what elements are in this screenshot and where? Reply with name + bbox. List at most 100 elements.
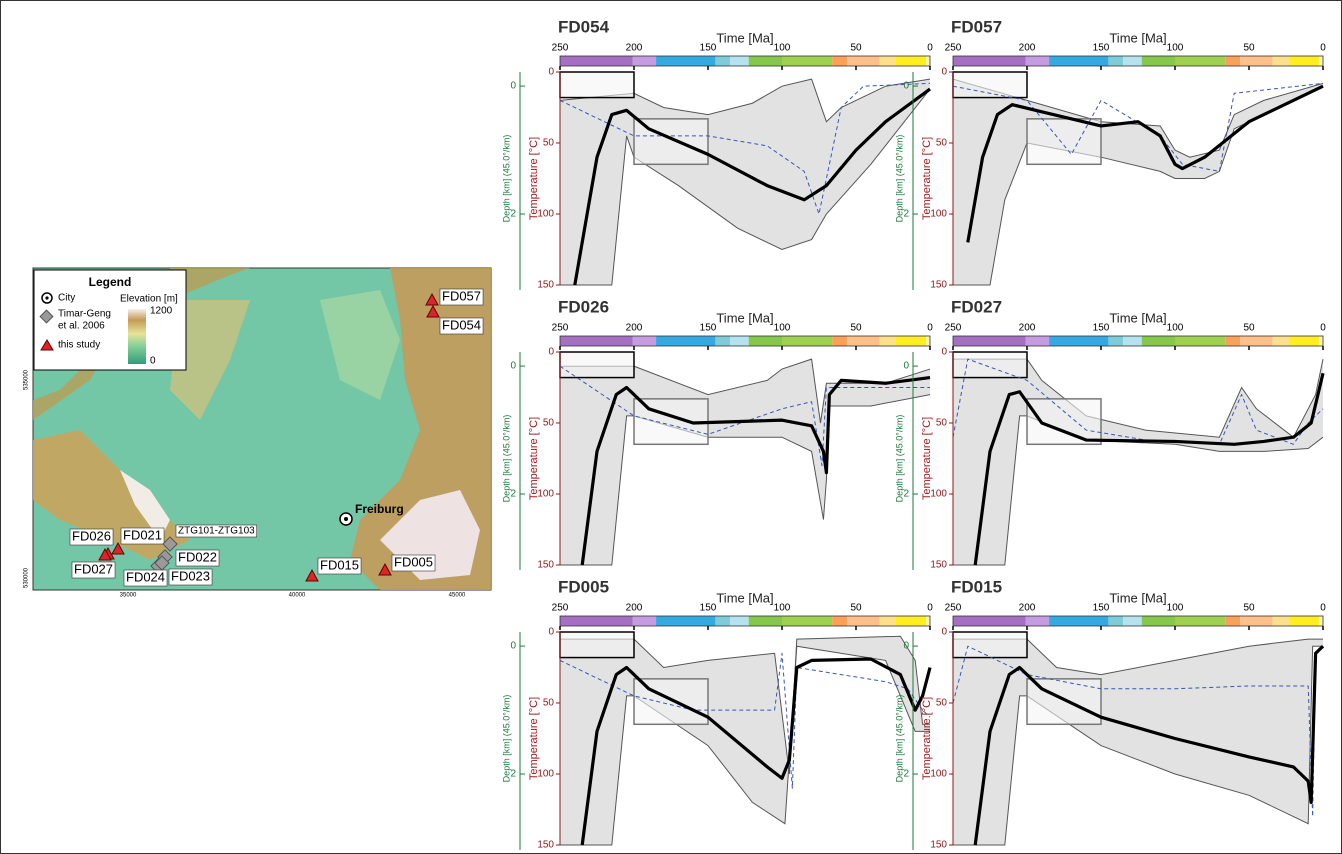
time-bar <box>953 56 1026 66</box>
time-bar <box>1240 616 1273 626</box>
time-bar <box>1319 616 1323 626</box>
y2-axis-label: Depth [km] (45.0°/km) <box>894 695 904 783</box>
y-tick-label: 0 <box>941 347 947 358</box>
x-tick-label: 200 <box>626 603 643 614</box>
legend-item: this study <box>58 340 100 351</box>
x-tick-label: 150 <box>700 43 717 54</box>
y2-tick-label: 0 <box>510 81 516 92</box>
time-bar <box>1108 56 1123 66</box>
time-bar <box>633 336 657 346</box>
y2-axis-label: Depth [km] (45.0°/km) <box>894 415 904 503</box>
y-tick-label: 150 <box>537 280 554 291</box>
sample-label: FD057 <box>442 288 481 303</box>
time-bar <box>832 336 847 346</box>
x-tick-label: 0 <box>927 603 933 614</box>
time-bar <box>1240 56 1273 66</box>
time-bar <box>896 616 926 626</box>
time-bar <box>715 336 730 346</box>
constraint-box <box>560 72 634 98</box>
time-bar <box>1142 56 1175 66</box>
sample-label: FD026 <box>72 528 111 543</box>
time-bar <box>560 616 633 626</box>
y-tick-label: 50 <box>543 698 555 709</box>
sample-label: FD005 <box>394 554 433 569</box>
time-bar <box>749 56 782 66</box>
time-bar <box>1026 336 1050 346</box>
x-tick-label: 50 <box>1243 43 1255 54</box>
y2-tick-label: 0 <box>903 81 909 92</box>
x-tick-label: 250 <box>945 323 962 334</box>
time-bar <box>560 336 633 346</box>
time-bar <box>1175 56 1225 66</box>
time-bar <box>1142 616 1175 626</box>
time-bar <box>633 616 657 626</box>
time-bar <box>715 56 730 66</box>
x-tick-label: 150 <box>700 323 717 334</box>
time-bar <box>1225 336 1240 346</box>
x-tick-label: 50 <box>850 603 862 614</box>
chart-title: FD027 <box>951 297 1002 316</box>
y-tick-label: 0 <box>941 67 947 78</box>
time-bar <box>1319 56 1323 66</box>
constraint-box <box>560 632 634 658</box>
x-tick-label: 200 <box>626 43 643 54</box>
y-axis-label: Temperature [°C] <box>921 697 933 780</box>
elevation-tick: 1200 <box>150 306 173 317</box>
time-bar <box>1240 336 1273 346</box>
y-tick-label: 0 <box>548 347 554 358</box>
y2-axis-label: Depth [km] (45.0°/km) <box>501 415 511 503</box>
time-bar <box>1123 616 1142 626</box>
y-tick-label: 0 <box>548 627 554 638</box>
time-bar <box>1108 336 1123 346</box>
time-bar <box>953 616 1026 626</box>
y2-axis-label: Depth [km] (45.0°/km) <box>501 695 511 783</box>
time-bar <box>832 56 847 66</box>
time-bar <box>896 56 926 66</box>
x-tick-label: 200 <box>626 323 643 334</box>
y-tick-label: 150 <box>930 560 947 571</box>
time-bar <box>749 336 782 346</box>
time-bar <box>1289 336 1319 346</box>
chart-title: FD026 <box>558 297 609 316</box>
time-bar <box>880 616 896 626</box>
x-tick-label: 50 <box>1243 603 1255 614</box>
x-tick-label: 100 <box>774 43 791 54</box>
time-bar <box>896 336 926 346</box>
y-tick-label: 0 <box>548 67 554 78</box>
time-bar <box>1273 616 1289 626</box>
time-bar <box>1319 336 1323 346</box>
city-symbol <box>45 296 48 299</box>
time-bar <box>1049 336 1108 346</box>
y-axis-label: Temperature [°C] <box>528 417 540 500</box>
y-tick-label: 50 <box>936 698 948 709</box>
map-x-tick: 35000 <box>120 593 137 599</box>
time-bar <box>1123 56 1142 66</box>
time-bar <box>1026 56 1050 66</box>
sample-label: FD027 <box>74 561 113 576</box>
x-tick-label: 0 <box>927 323 933 334</box>
city-symbol <box>344 517 348 521</box>
y2-tick-label: 0 <box>903 361 909 372</box>
x-axis-label: Time [Ma] <box>1109 310 1166 325</box>
chart-title: FD015 <box>951 577 1002 596</box>
y-tick-label: 0 <box>941 627 947 638</box>
sample-label: FD054 <box>442 317 481 332</box>
x-tick-label: 250 <box>945 43 962 54</box>
constraint-box <box>1027 399 1101 444</box>
time-bar <box>1225 616 1240 626</box>
y-tick-label: 50 <box>543 418 555 429</box>
chart-title: FD054 <box>558 17 610 36</box>
y2-tick-label: 0 <box>510 641 516 652</box>
elevation-scale <box>128 309 146 364</box>
time-bar <box>1142 336 1175 346</box>
x-tick-label: 50 <box>850 43 862 54</box>
time-bar <box>1289 56 1319 66</box>
time-bar <box>847 56 880 66</box>
map: Legend City Timar-Geng et al. 2006 this … <box>24 268 491 599</box>
time-bar <box>880 336 896 346</box>
time-bar <box>749 616 782 626</box>
time-bar <box>1108 616 1123 626</box>
y-axis-label: Temperature [°C] <box>528 137 540 220</box>
x-tick-label: 100 <box>1167 603 1184 614</box>
x-tick-label: 0 <box>927 43 933 54</box>
